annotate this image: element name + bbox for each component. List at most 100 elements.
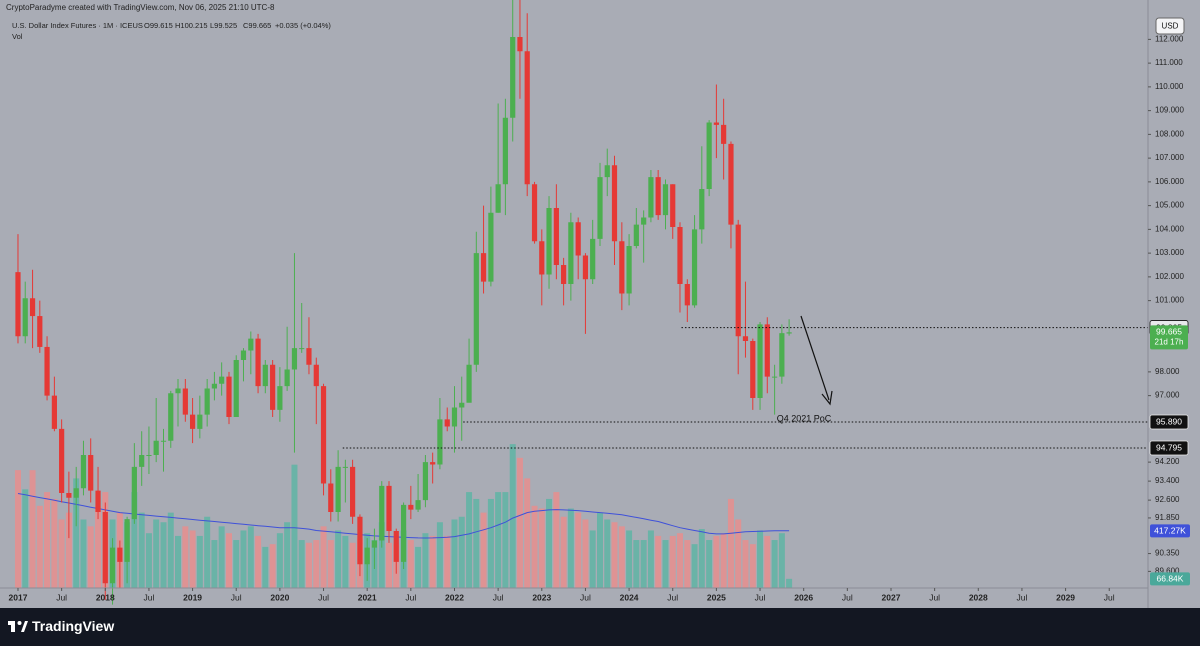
candle-body <box>248 338 254 351</box>
countdown-label: 21d 17h <box>1155 337 1184 346</box>
candle-body <box>291 348 298 370</box>
candle-body <box>255 338 261 387</box>
volume-bar <box>160 522 167 588</box>
candle-body <box>109 547 116 584</box>
candle-body <box>553 208 559 265</box>
candle-body <box>80 455 87 489</box>
volume-bar <box>218 526 225 588</box>
candle-body <box>575 222 581 256</box>
candle-body <box>320 386 327 484</box>
volume-bar <box>262 546 269 588</box>
x-tick-label: 2024 <box>620 592 639 602</box>
volume-bar <box>225 533 232 588</box>
candle-body <box>568 222 574 284</box>
y-tick-label: 101.000 <box>1155 296 1184 305</box>
candle-body <box>721 124 727 144</box>
volume-bar <box>436 522 443 588</box>
x-tick-label: Jul <box>143 592 154 602</box>
legend: U.S. Dollar Index Futures · 1M · ICEUS O… <box>12 21 331 41</box>
candle-body <box>364 547 370 565</box>
candle-body <box>408 504 414 510</box>
candle-body <box>189 414 196 429</box>
candle-body <box>633 224 639 246</box>
volume-bar <box>167 512 174 588</box>
volume-bar <box>618 526 625 588</box>
candle-body <box>37 316 43 347</box>
volume-bar <box>58 519 65 588</box>
candle-body <box>742 336 749 341</box>
candle-body <box>299 348 305 350</box>
volume-bar <box>65 512 72 588</box>
footer <box>0 608 1200 646</box>
y-tick-label: 104.000 <box>1155 224 1184 233</box>
candle-body <box>240 350 247 360</box>
candle-body <box>22 298 28 337</box>
candle-body <box>211 383 218 389</box>
candle-body <box>95 490 101 512</box>
candle-body <box>517 37 523 52</box>
candle-body <box>306 348 312 365</box>
volume-value-box <box>1150 524 1190 538</box>
arrow-shaft <box>800 315 830 401</box>
y-tick-label: 107.000 <box>1155 153 1184 162</box>
candle-body <box>131 466 137 520</box>
candle-body <box>757 324 763 398</box>
annotation: Q4 2021 PoC <box>777 413 832 423</box>
volume-bar <box>36 505 43 588</box>
volume-bar <box>757 530 764 588</box>
volume-bar <box>480 512 487 588</box>
level-price-label: 95.890 <box>1156 417 1182 427</box>
candle-body <box>473 253 479 365</box>
volume-bar <box>778 533 785 588</box>
y-tick-label: 90.350 <box>1155 549 1180 558</box>
volume-label: Vol <box>12 32 23 41</box>
volume-bar <box>73 478 80 588</box>
volume-bar <box>727 498 734 588</box>
candle-body <box>335 466 341 512</box>
volume-bar <box>720 533 727 588</box>
volume-bar <box>684 540 691 588</box>
candle-body <box>153 440 159 455</box>
volume-bar <box>553 492 560 588</box>
candle-body <box>459 402 465 408</box>
volume-bar <box>291 464 298 588</box>
candle-body <box>284 369 290 387</box>
volume-bar <box>771 540 778 588</box>
y-tick-label: 93.400 <box>1155 476 1180 485</box>
x-tick-label: Jul <box>56 592 67 602</box>
y-tick-label: 94.200 <box>1155 457 1180 466</box>
brand-logo <box>8 621 28 632</box>
candle-body <box>371 540 378 548</box>
volume-bar <box>87 526 94 588</box>
volume-bar <box>662 540 669 588</box>
candle-body <box>451 407 458 427</box>
volume-bar <box>407 540 414 588</box>
volume-bar <box>95 505 102 588</box>
candle-body <box>393 531 399 562</box>
candle-body <box>262 364 268 387</box>
candle-body <box>466 364 472 403</box>
x-tick-label: 2025 <box>707 592 726 602</box>
x-tick-label: 2023 <box>532 592 551 602</box>
candle-body <box>444 419 450 427</box>
plot-area <box>14 0 1148 605</box>
y-tick-label: 112.000 <box>1155 34 1184 43</box>
currency-button[interactable] <box>1155 17 1185 35</box>
volume-bar <box>415 546 422 588</box>
y-tick-label: 109.000 <box>1155 106 1184 115</box>
volume-bar <box>487 498 494 588</box>
volume-bar <box>276 533 283 588</box>
x-tick-label: 2021 <box>358 592 377 602</box>
open-value: O99.615 <box>144 21 173 30</box>
candle-body <box>197 414 203 429</box>
x-tick-label: 2026 <box>794 592 813 602</box>
volume-bar <box>458 516 465 588</box>
symbol: U.S. Dollar Index Futures · 1M · ICEUS <box>12 21 143 30</box>
candle-body <box>379 485 385 541</box>
candle-body <box>764 324 770 377</box>
x-tick-label: Jul <box>1104 592 1115 602</box>
volume-bar <box>247 526 254 588</box>
arrow <box>800 315 833 406</box>
volume-bar <box>669 535 676 588</box>
